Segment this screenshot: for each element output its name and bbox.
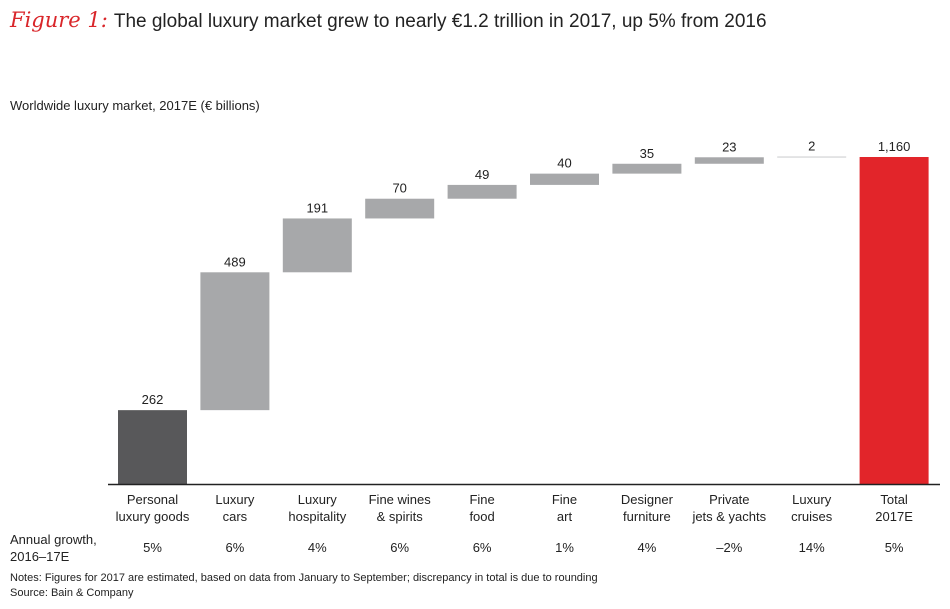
annual-growth-value: 5% — [143, 540, 162, 555]
source-text: Source: Bain & Company — [10, 587, 134, 599]
category-label: Fine food — [437, 491, 527, 525]
category-label: Private jets & yachts — [684, 491, 774, 525]
category-label-line: Luxury — [215, 492, 255, 507]
annual-growth-value: 6% — [225, 540, 245, 555]
category-label-line: Total — [880, 492, 908, 507]
bar-value-label: 23 — [722, 139, 736, 154]
bar-1 — [200, 272, 270, 411]
notes-text: Notes: Figures for 2017 are estimated, b… — [10, 572, 598, 584]
bar-4 — [447, 184, 517, 199]
annual-growth-value: 4% — [307, 540, 327, 555]
category-label-line: furniture — [623, 509, 671, 524]
category-label-line: 2017E — [875, 509, 913, 524]
annual-growth-value: –2% — [716, 540, 743, 555]
category-label: Luxury hospitality — [272, 491, 362, 525]
category-label: Designer furniture — [602, 491, 692, 525]
category-label-line: Personal — [126, 492, 179, 507]
bar-value-label: 35 — [640, 146, 654, 161]
bar-7 — [694, 157, 764, 164]
category-label-line: Luxury — [792, 492, 832, 507]
bar-6 — [612, 163, 682, 174]
annual-growth-value: 4% — [637, 540, 657, 555]
category-label: Fine art — [520, 491, 610, 525]
category-label: Total 2017E — [849, 491, 939, 525]
category-label-line: Luxury — [297, 492, 337, 507]
chart-title: Worldwide luxury market, 2017E (€ billio… — [10, 98, 260, 113]
bar-5 — [530, 173, 599, 185]
bar-0 — [118, 410, 187, 484]
bar-value-label: 262 — [142, 392, 164, 407]
category-label-line: food — [469, 509, 495, 524]
category-label: Luxury cars — [190, 491, 280, 525]
category-label-line: cruises — [791, 509, 833, 524]
bar-value-label: 1,160 — [878, 139, 911, 154]
category-label-line: Fine wines — [368, 492, 431, 507]
footnotes: Notes: Figures for 2017 are estimated, b… — [10, 571, 598, 601]
annual-growth-label: Annual growth, 2016–17E — [10, 531, 97, 565]
annual-growth-value: 6% — [390, 540, 410, 555]
bar-2 — [282, 218, 352, 273]
bar-value-label: 40 — [557, 156, 571, 171]
bar-value-label: 489 — [224, 254, 246, 269]
category-label-line: luxury goods — [115, 509, 190, 524]
annual-growth-label-line: 2016–17E — [10, 549, 70, 564]
annual-growth-value: 6% — [472, 540, 492, 555]
bar-8 — [777, 156, 847, 158]
annual-growth-value: 14% — [798, 540, 825, 555]
category-label-line: jets & yachts — [692, 509, 767, 524]
bar-value-label: 49 — [475, 167, 489, 182]
category-label-line: Private — [709, 492, 750, 507]
annual-growth-value: 5% — [884, 540, 904, 555]
category-label-line: Fine — [551, 492, 578, 507]
category-label-line: Designer — [620, 492, 673, 507]
category-label: Luxury cruises — [767, 491, 857, 525]
bar-3 — [365, 198, 435, 219]
category-label-line: art — [556, 509, 573, 524]
category-label: Personal luxury goods — [108, 491, 198, 525]
figure-title: Figure 1: The global luxury market grew t… — [10, 8, 767, 33]
annual-growth-label-line: Annual growth, — [10, 532, 97, 547]
bar-value-label: 191 — [306, 200, 328, 215]
category-label-line: hospitality — [288, 509, 347, 524]
category-label: Fine wines & spirits — [355, 491, 445, 525]
bar-9 — [859, 157, 929, 484]
bar-value-label: 2 — [808, 139, 815, 154]
category-label-line: & spirits — [376, 509, 423, 524]
category-label-line: cars — [222, 509, 248, 524]
annual-growth-value: 1% — [555, 540, 574, 555]
figure-headline: The global luxury market grew to nearly … — [113, 11, 767, 32]
bar-value-label: 70 — [392, 181, 406, 196]
figure-label: Figure 1: — [10, 8, 108, 32]
category-label-line: Fine — [469, 492, 495, 507]
